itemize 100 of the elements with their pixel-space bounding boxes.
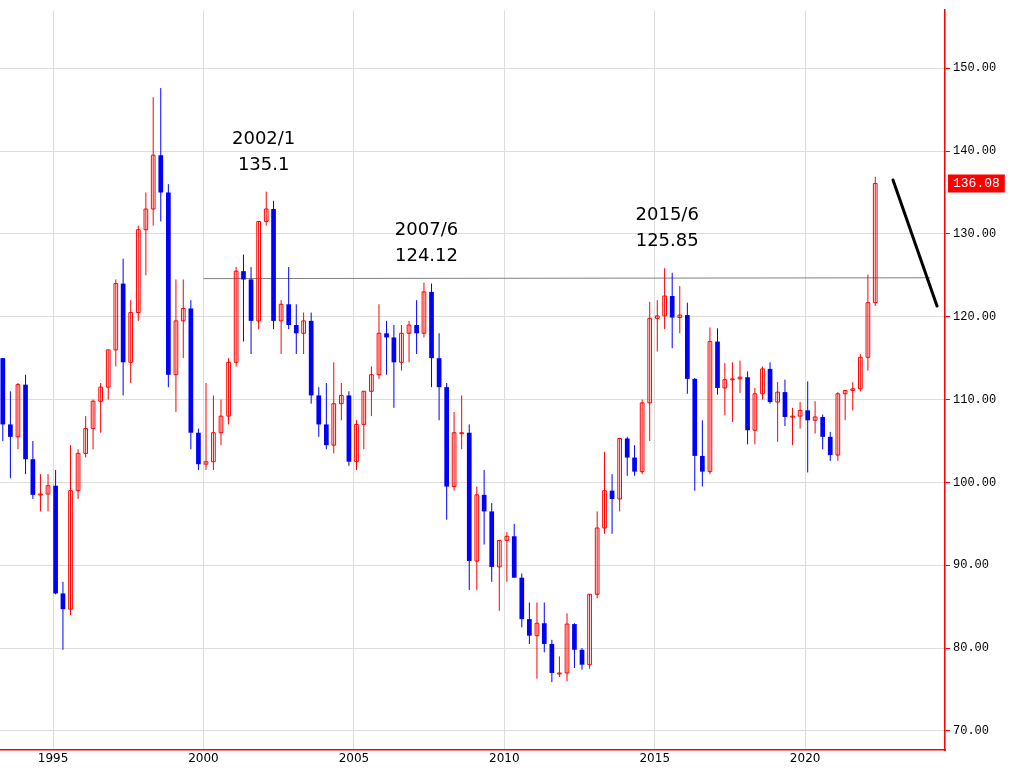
candlestick [647,301,653,442]
x-tick-label: 2015 [639,751,671,766]
candlestick [376,303,382,380]
candlestick [241,254,246,343]
candlestick [760,365,765,401]
candlestick [226,357,231,425]
candlestick [737,360,743,394]
y-tick-label: 70.00 [953,724,990,739]
candlestick [361,390,367,450]
candlestick [75,448,81,500]
candlestick [662,267,667,330]
candlestick [90,399,96,450]
candlestick [15,382,21,450]
candlestick [323,382,329,450]
annotation: 2002/1 135.1 [231,126,296,174]
candlestick [421,282,427,338]
annotation: 2007/6 124.12 [394,217,459,265]
candlestick [557,655,562,678]
candlestick [587,593,592,670]
candlestick [857,353,863,392]
candlestick [481,469,487,546]
candlestick [707,326,713,475]
candlestick [775,381,780,443]
candlestick [669,272,675,349]
candlestick [105,349,111,401]
candlestick [564,612,570,682]
y-tick-label: 120.00 [953,309,997,324]
candlestick [865,273,871,372]
x-tick-label: 1995 [37,751,69,766]
candlestick [835,391,841,462]
candlestick [632,444,637,477]
candlestick [301,312,306,355]
x-tick-label: 2000 [188,751,219,766]
candlestick [354,419,359,471]
candlestick [338,382,344,421]
y-tick-label: 130.00 [953,227,997,242]
candlestick [812,400,818,435]
candlestick [45,473,51,512]
y-tick-label: 140.00 [953,144,997,159]
candlestick [173,278,179,413]
y-tick-label: 150.00 [953,61,997,76]
candlestick [203,382,209,471]
candlestick [293,303,299,355]
candlestick [602,451,607,535]
candlestick [594,510,600,599]
candlestick [135,225,141,322]
candlestick [827,431,833,462]
candlestick [369,365,374,417]
candlestick [459,394,465,450]
candlestick [820,413,826,450]
candlestick [399,324,404,372]
candlestick [677,285,683,334]
candlestick [113,278,119,367]
candlestick [98,382,103,434]
candlestick [730,361,735,423]
candlestick [654,299,660,353]
y-tick-label: 100.00 [953,475,997,490]
candlestick [263,191,269,227]
annotation: 2015/6 125.85 [635,203,699,251]
candlestick [38,473,43,512]
candlestick [850,381,856,411]
candlestick [639,399,645,475]
candlestick [218,399,224,446]
candlestick [474,486,480,591]
candlestick [617,437,622,512]
candlestick [700,419,705,488]
candlestick [211,394,216,471]
candlestick [722,362,728,416]
candlestick [406,320,412,363]
candlestick [414,299,419,355]
candlestick [8,390,13,479]
candlestick [256,220,261,330]
candlestick [752,387,758,445]
candlestick [872,176,878,307]
y-tick-label: 90.00 [953,558,990,573]
y-tick-label: 110.00 [953,392,997,407]
candlestick [384,320,389,376]
x-tick-label: 2020 [789,751,821,766]
candlestick [233,266,239,367]
candlestick [534,602,540,680]
candlestick [68,444,73,616]
x-tick-label: 2005 [338,751,370,766]
candlestick [805,380,811,473]
candlestick [797,401,803,430]
x-tick-label: 2010 [489,751,520,766]
candlestick [180,278,186,359]
candlestick [842,389,848,421]
y-tick-label: 80.00 [953,641,990,656]
candlestick [790,407,795,446]
candlestick [451,411,457,492]
candlestick [143,191,149,276]
candlestick [83,415,89,459]
candlestick [624,436,630,477]
candlestick [128,299,134,384]
candlestick [150,96,156,227]
candlestick [527,602,532,645]
candlestick [286,266,292,330]
candlestick [504,531,510,583]
candlestick [331,361,337,454]
candlestick [496,539,502,612]
